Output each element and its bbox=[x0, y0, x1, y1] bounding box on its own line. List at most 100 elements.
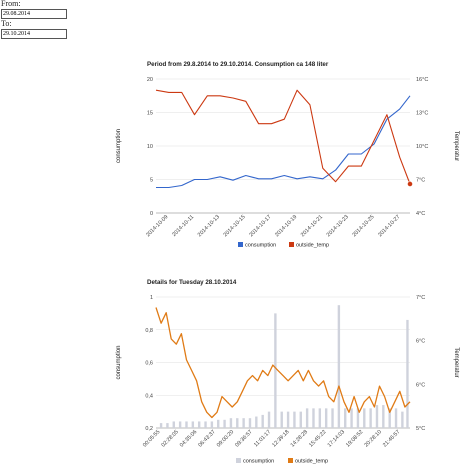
y2-tick-label: 13°C bbox=[416, 111, 428, 117]
y-tick-label: 1 bbox=[150, 295, 153, 301]
x-tick-label: 2014-10-13 bbox=[197, 214, 221, 238]
y-axis-title: consumption bbox=[116, 129, 122, 163]
x-tick-label: 12:39:18 bbox=[271, 429, 290, 448]
to-label: To: bbox=[1, 19, 12, 28]
x-tick-label: 2014-10-11 bbox=[171, 214, 195, 238]
x-tick-label: 00:05:55 bbox=[142, 429, 161, 448]
consumption-bar bbox=[166, 423, 169, 428]
consumption-bar bbox=[350, 408, 353, 428]
consumption-bar bbox=[223, 419, 226, 428]
x-tick-label: 20:28:10 bbox=[364, 429, 383, 448]
legend-swatch bbox=[238, 242, 243, 247]
from-date-input[interactable] bbox=[1, 9, 67, 19]
x-tick-label: 15:45:22 bbox=[308, 429, 327, 448]
consumption-bar bbox=[337, 305, 341, 428]
x-tick-label: 02:28:05 bbox=[160, 429, 179, 448]
x-tick-label: 2014-10-15 bbox=[223, 214, 247, 238]
consumption-bar bbox=[401, 411, 404, 428]
y2-tick-label: 6°C bbox=[416, 382, 425, 388]
y2-tick-label: 5°C bbox=[416, 426, 425, 432]
consumption-bar bbox=[236, 418, 239, 428]
x-tick-label: 2014-10-27 bbox=[377, 214, 401, 238]
consumption-bar bbox=[242, 418, 245, 428]
consumption-bar bbox=[248, 418, 252, 428]
consumption-bar bbox=[204, 421, 207, 428]
x-tick-label: 09:36:57 bbox=[234, 429, 253, 448]
consumption-bar bbox=[324, 408, 328, 428]
y-tick-label: 0,6 bbox=[145, 361, 153, 367]
consumption-bar bbox=[280, 411, 283, 428]
y-tick-label: 10 bbox=[147, 144, 153, 150]
consumption-bar bbox=[363, 408, 366, 428]
y2-tick-label: 7°C bbox=[416, 178, 425, 184]
x-tick-label: 2014-10-09 bbox=[145, 214, 169, 238]
legend-label: consumption bbox=[243, 459, 274, 465]
consumption-bar bbox=[261, 414, 264, 428]
consumption-bar bbox=[267, 411, 271, 428]
y-tick-label: 0,2 bbox=[145, 426, 153, 432]
consumption-bar bbox=[293, 411, 296, 428]
x-tick-label: 2014-10-23 bbox=[326, 214, 350, 238]
y-tick-label: 0,4 bbox=[145, 393, 153, 399]
consumption-bar bbox=[197, 421, 201, 428]
legend-label: outside_temp bbox=[296, 243, 329, 249]
y2-tick-label: 6°C bbox=[416, 339, 425, 345]
from-label: From: bbox=[1, 0, 21, 8]
y-tick-label: 5 bbox=[150, 178, 153, 184]
consumption-bar bbox=[210, 421, 214, 428]
y2-axis-title: Temperatur bbox=[453, 131, 459, 161]
consumption-bar bbox=[312, 408, 315, 428]
consumption-bar bbox=[299, 411, 302, 428]
consumption-bar bbox=[185, 421, 188, 428]
consumption-bar bbox=[375, 405, 379, 428]
x-tick-label: 2014-10-21 bbox=[300, 214, 324, 238]
consumption-bar bbox=[191, 421, 195, 428]
consumption-bar bbox=[382, 405, 385, 428]
consumption-line bbox=[156, 95, 411, 189]
consumption-bar bbox=[388, 408, 391, 428]
consumption-bar bbox=[369, 408, 372, 428]
outside_temp-line bbox=[155, 89, 411, 185]
legend-label: consumption bbox=[245, 243, 276, 249]
x-tick-label: 2014-10-17 bbox=[248, 214, 272, 238]
consumption-bar bbox=[229, 418, 233, 428]
x-tick-label: 14:28:28 bbox=[290, 429, 309, 448]
x-tick-label: 2014-10-25 bbox=[351, 214, 375, 238]
x-tick-label: 17:14:03 bbox=[327, 429, 346, 448]
y-tick-label: 0 bbox=[150, 211, 153, 217]
consumption-bar bbox=[406, 319, 409, 428]
consumption-bar bbox=[172, 421, 175, 428]
y2-tick-label: 16°C bbox=[416, 77, 428, 83]
to-date-input[interactable] bbox=[1, 29, 67, 39]
y2-tick-label: 10°C bbox=[416, 144, 428, 150]
outside_temp-line bbox=[155, 307, 411, 419]
consumption-bar bbox=[331, 408, 334, 428]
y-tick-label: 20 bbox=[147, 77, 153, 83]
x-tick-label: 19:08:52 bbox=[345, 429, 364, 448]
chart-title: Period from 29.8.2014 to 29.10.2014. Con… bbox=[147, 61, 329, 68]
consumption-bar bbox=[394, 408, 398, 428]
consumption-bar bbox=[344, 408, 347, 428]
x-tick-label: 21:46:57 bbox=[382, 429, 401, 448]
legend-label: outside_temp bbox=[295, 459, 328, 465]
consumption-bar bbox=[255, 416, 258, 428]
consumption-bar bbox=[356, 408, 360, 428]
y-tick-label: 15 bbox=[147, 111, 153, 117]
x-tick-label: 11:01:17 bbox=[253, 429, 272, 448]
consumption-bar bbox=[159, 423, 163, 428]
consumption-bar bbox=[274, 313, 277, 428]
y2-tick-label: 4°C bbox=[416, 211, 425, 217]
consumption-bar bbox=[305, 408, 309, 428]
consumption-bar bbox=[178, 421, 182, 428]
legend-swatch bbox=[288, 458, 293, 463]
y2-tick-label: 7°C bbox=[416, 295, 425, 301]
x-tick-label: 2014-10-19 bbox=[274, 214, 298, 238]
chart-title: Details for Tuesday 28.10.2014 bbox=[147, 279, 237, 286]
consumption-bar bbox=[286, 411, 290, 428]
x-tick-label: 04:35:06 bbox=[179, 429, 198, 448]
consumption-bar bbox=[318, 408, 322, 428]
x-tick-label: 06:43:37 bbox=[197, 429, 216, 448]
outside-temp-marker bbox=[407, 181, 413, 187]
x-tick-label: 09:00:20 bbox=[216, 429, 235, 448]
